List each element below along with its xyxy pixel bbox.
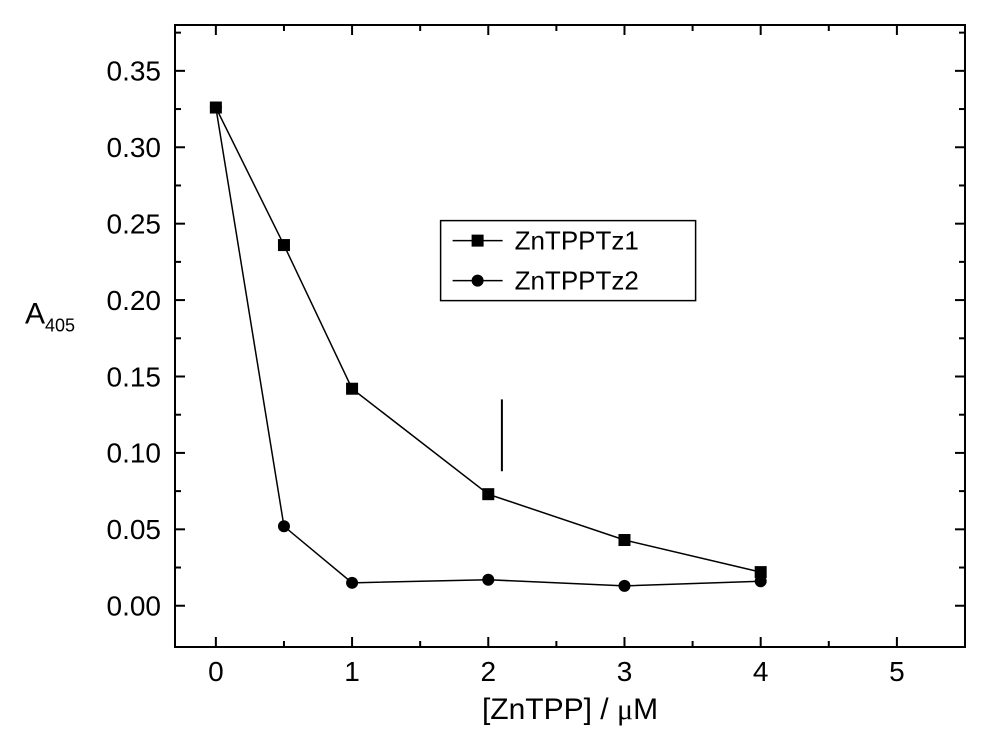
- marker-circle: [278, 520, 290, 532]
- marker-square: [482, 488, 494, 500]
- marker-circle: [346, 577, 358, 589]
- marker-square: [346, 383, 358, 395]
- y-tick-label: 0.25: [107, 208, 162, 239]
- marker-circle: [755, 575, 767, 587]
- chart-svg: 0 1 2 3 4 5 0.00 0.05 0.10 0.15 0.20 0.25 0.30 0.35 [Z…: [0, 0, 1000, 732]
- legend-label: ZnTPPTz2: [515, 266, 639, 296]
- marker-circle: [618, 580, 630, 592]
- marker-square: [618, 534, 630, 546]
- x-tick-label: 5: [889, 656, 905, 687]
- legend-label: ZnTPPTz1: [515, 226, 639, 256]
- y-tick-label: 0.05: [107, 514, 162, 545]
- x-tick-label: 3: [617, 656, 633, 687]
- legend-marker-square: [472, 235, 484, 247]
- y-tick-label: 0.10: [107, 438, 162, 469]
- x-tick-label: 0: [208, 656, 224, 687]
- x-tick-label: 1: [344, 656, 360, 687]
- legend-marker-circle: [472, 275, 484, 287]
- y-tick-label: 0.00: [107, 591, 162, 622]
- y-tick-label: 0.20: [107, 285, 162, 316]
- marker-circle: [482, 574, 494, 586]
- x-tick-label: 4: [753, 656, 769, 687]
- y-tick-label: 0.35: [107, 56, 162, 87]
- chart-container: 0 1 2 3 4 5 0.00 0.05 0.10 0.15 0.20 0.25 0.30 0.35 [Z…: [0, 0, 1000, 732]
- y-tick-label: 0.30: [107, 132, 162, 163]
- y-tick-label: 0.15: [107, 361, 162, 392]
- x-axis-label: [ZnTPP] / μM: [482, 693, 658, 726]
- marker-square: [278, 239, 290, 251]
- marker-circle: [210, 102, 222, 114]
- x-tick-label: 2: [480, 656, 496, 687]
